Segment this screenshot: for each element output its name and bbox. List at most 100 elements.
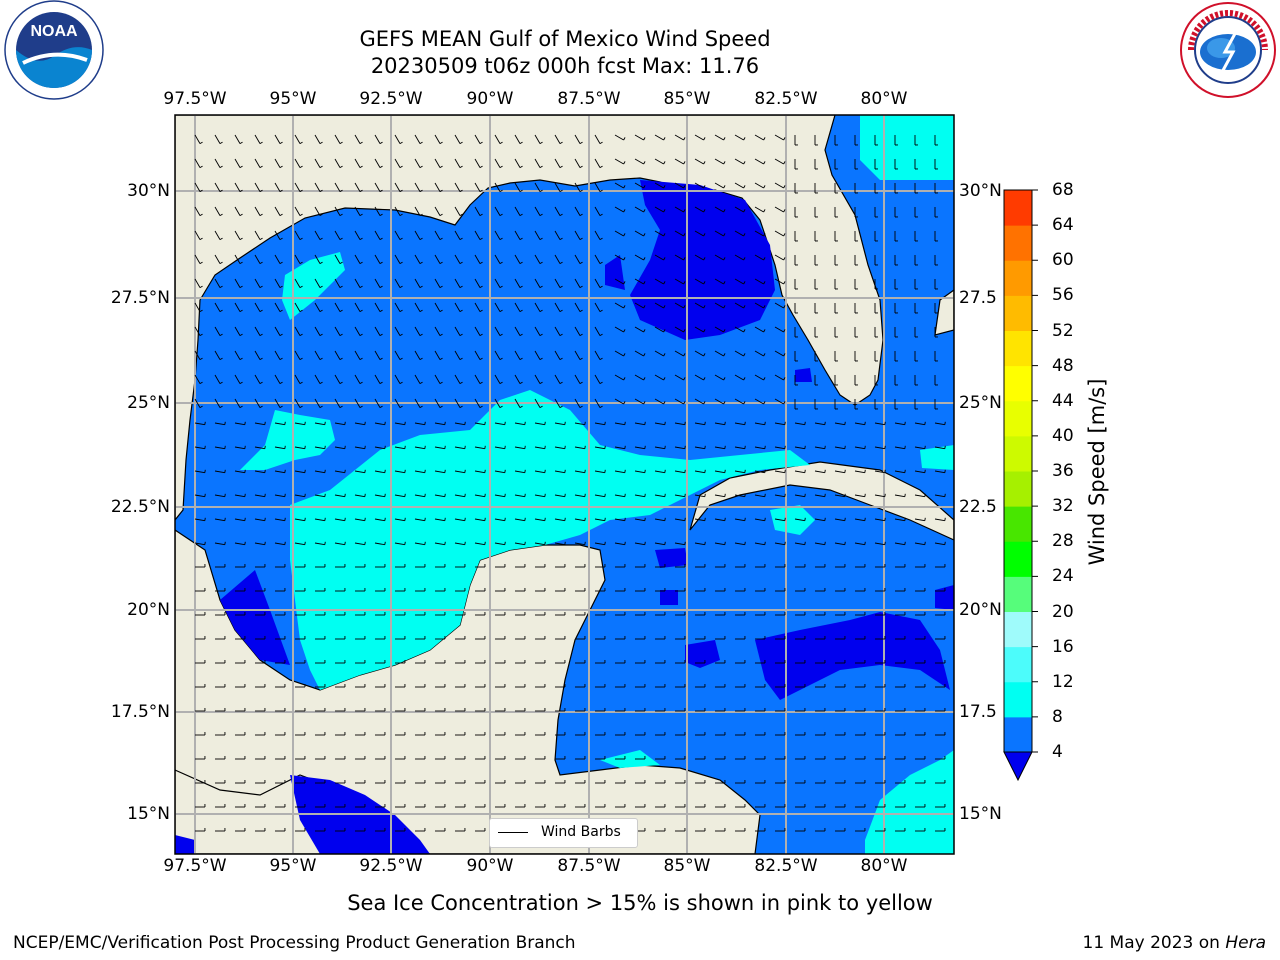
wind-barb-flag <box>259 165 263 169</box>
wind-barb <box>514 470 525 474</box>
wind-barb-flag <box>279 285 283 289</box>
wind-barb-legend-label: Wind Barbs <box>541 824 621 840</box>
wind-barb <box>234 158 241 168</box>
wind-barb <box>714 422 725 426</box>
wind-barb-flag <box>663 161 666 165</box>
wind-barb <box>274 206 281 216</box>
wind-barb-flag <box>499 141 503 145</box>
wind-barb <box>894 518 905 522</box>
colorbar-segment <box>1004 295 1032 331</box>
wind-barb <box>814 494 825 498</box>
wind-barb <box>494 398 501 408</box>
wind-barb <box>474 494 485 498</box>
wind-barb-flag <box>199 237 203 241</box>
wind-barb <box>374 206 381 216</box>
wind-barb <box>774 398 784 405</box>
colorbar-segment <box>1004 506 1032 542</box>
colorbar-tick-label: 4 <box>1052 742 1063 762</box>
wind-barb-flag <box>643 281 646 285</box>
wind-barb <box>594 374 601 384</box>
wind-barb-flag <box>279 381 283 385</box>
wind-barb <box>714 326 724 333</box>
wind-barb-flag <box>703 281 706 285</box>
wind-barb-flag <box>763 353 766 357</box>
wind-barb <box>214 422 225 426</box>
wind-barb-flag <box>723 329 726 333</box>
wind-barb-flag <box>279 309 283 313</box>
wind-barb-flag <box>683 353 686 357</box>
wind-barb-flag <box>559 333 563 337</box>
map-frame <box>174 114 955 855</box>
wind-barb <box>594 182 601 192</box>
wind-barb-flag <box>199 189 203 193</box>
wind-barb <box>734 230 744 237</box>
wind-barb <box>514 182 521 192</box>
wind-barb <box>554 206 561 216</box>
wind-barb-flag <box>259 141 263 145</box>
wind-barb <box>534 494 545 498</box>
wind-barb-flag <box>459 165 463 169</box>
wind-barb-flag <box>783 353 786 357</box>
wind-barb <box>214 374 221 384</box>
wind-barb-flag <box>439 165 443 169</box>
wind-barb-flag <box>319 237 323 241</box>
wind-barb-flag <box>199 333 203 337</box>
wind-barb <box>754 542 765 546</box>
wind-barb <box>454 158 461 168</box>
wind-barb <box>314 542 325 546</box>
wind-barb <box>294 350 301 360</box>
wind-barb <box>774 254 784 261</box>
wind-barb <box>674 374 684 381</box>
lat-tick-label: 20°N <box>959 600 1002 620</box>
colorbar-segment <box>1004 400 1032 437</box>
wind-barb-flag <box>279 357 283 361</box>
wind-barb-flag <box>299 213 303 217</box>
wind-barb <box>634 254 644 261</box>
wind-barb <box>634 494 645 498</box>
wind-barb <box>234 326 241 336</box>
calm-region-2 <box>220 570 290 665</box>
wind-barb-flag <box>299 405 303 409</box>
wind-barb <box>254 134 261 144</box>
chart-subtitle: 20230509 t06z 000h fcst Max: 11.76 <box>370 54 760 78</box>
wind-barb <box>294 254 301 264</box>
wind-barb-flag <box>579 381 583 385</box>
wind-barb <box>674 254 684 261</box>
wind-barb-flag <box>623 185 626 189</box>
wind-barb <box>494 470 505 474</box>
wind-barb <box>274 518 285 522</box>
wind-barb <box>914 494 925 498</box>
wind-barb <box>834 542 845 546</box>
wind-barb <box>454 350 461 360</box>
wind-barb <box>434 518 445 522</box>
wind-barb-flag <box>279 141 283 145</box>
wind-barb-flag <box>399 261 403 265</box>
wind-barb <box>894 422 905 426</box>
wind-barb <box>534 518 545 522</box>
wind-barb <box>734 134 744 141</box>
wind-barb-flag <box>519 333 523 337</box>
wind-barb-flag <box>519 165 523 169</box>
wind-barb-flag <box>703 353 706 357</box>
wind-barb-flag <box>643 377 646 381</box>
wind-barb <box>314 494 325 498</box>
wind-barb-flag <box>479 309 483 313</box>
wind-barb <box>354 278 361 288</box>
wind-barb <box>734 542 745 546</box>
wind-barb-flag <box>439 285 443 289</box>
wind-barb-flag <box>299 189 303 193</box>
wind-barb <box>294 494 305 498</box>
wind-barb <box>674 518 685 522</box>
wind-barb <box>354 518 365 522</box>
wind-barb-flag <box>783 209 786 213</box>
wind-barb <box>454 422 465 426</box>
wind-barb <box>234 422 245 426</box>
wind-barb <box>554 494 565 498</box>
wind-barb <box>514 374 521 384</box>
wind-barb-flag <box>359 237 363 241</box>
wind-barb <box>274 302 281 312</box>
wind-barb <box>714 278 724 285</box>
wind-barb-flag <box>279 405 283 409</box>
wind-barb <box>294 302 301 312</box>
wind-barb <box>694 518 705 522</box>
